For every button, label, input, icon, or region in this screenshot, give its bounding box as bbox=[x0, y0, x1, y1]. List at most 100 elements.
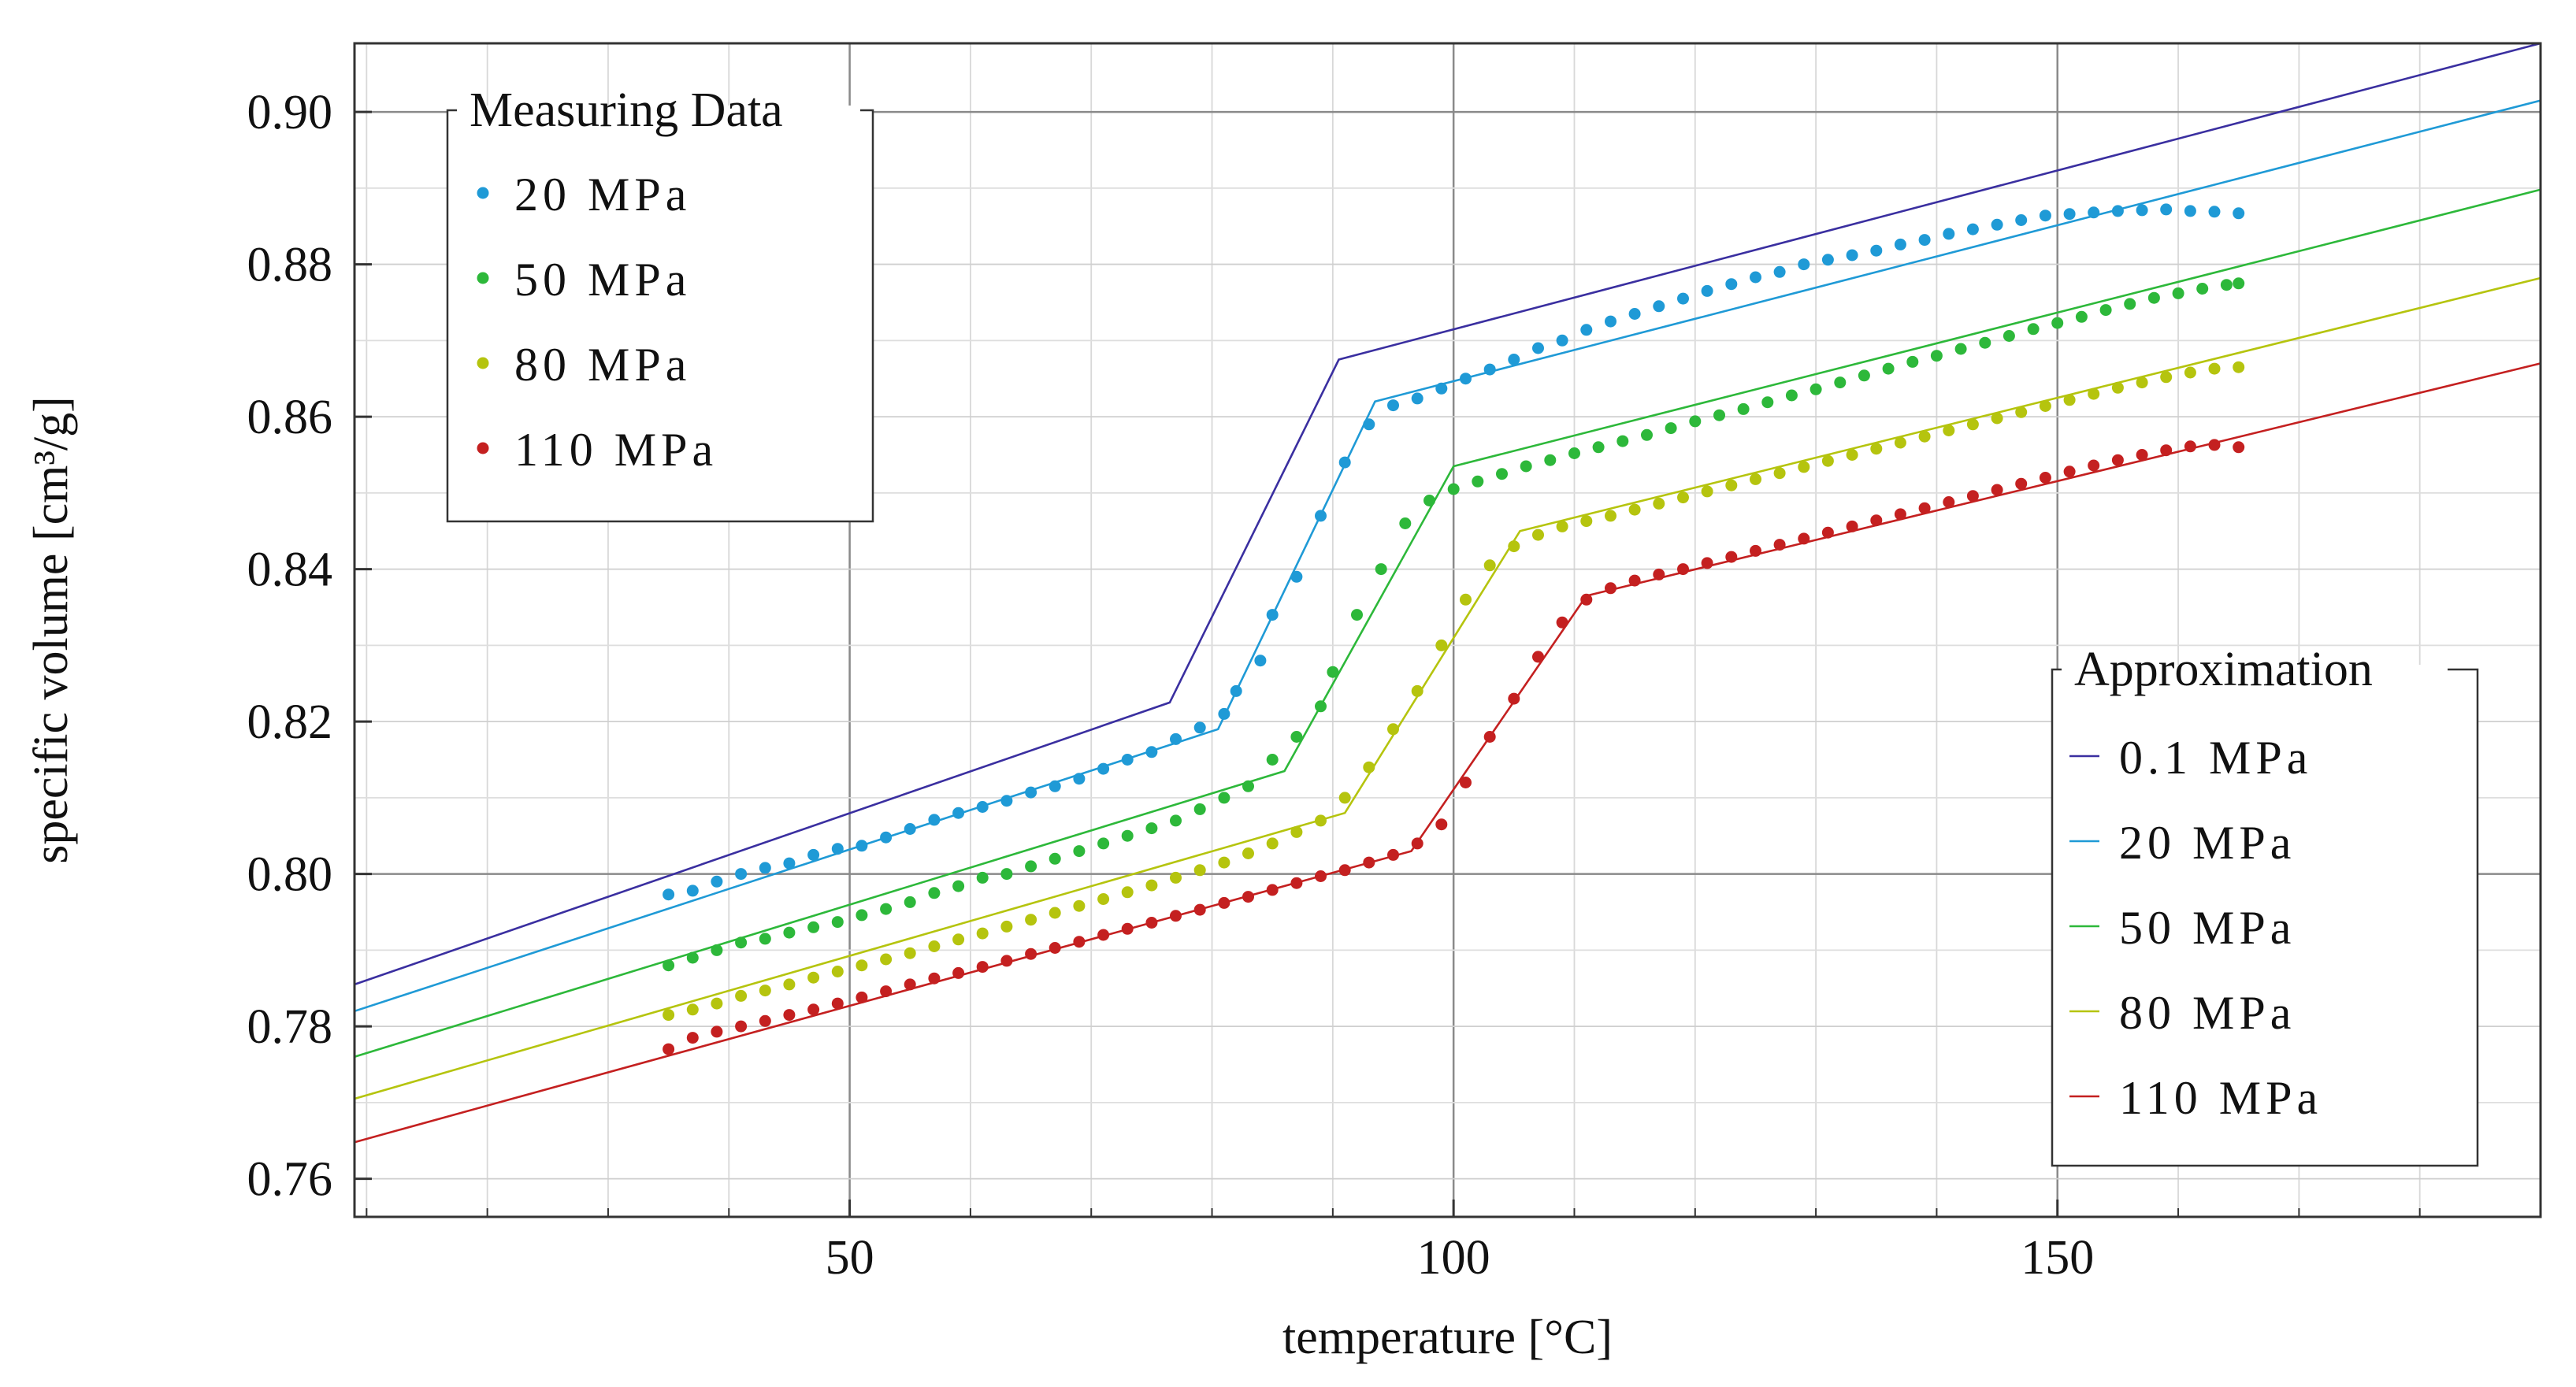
data-point bbox=[2160, 203, 2173, 216]
data-point bbox=[1338, 792, 1351, 804]
data-point bbox=[1943, 496, 1955, 508]
data-point bbox=[1641, 428, 1653, 441]
data-point bbox=[1193, 903, 1206, 916]
legend-approximation-title: Approximation bbox=[2074, 643, 2373, 696]
x-tick-label: 50 bbox=[826, 1231, 874, 1285]
data-point bbox=[1000, 868, 1013, 881]
data-point bbox=[1556, 334, 1568, 347]
data-point bbox=[1979, 336, 1991, 349]
data-point bbox=[1966, 223, 1979, 235]
data-point bbox=[1483, 363, 1496, 376]
data-point bbox=[1773, 265, 1786, 278]
data-point bbox=[783, 857, 796, 870]
data-point bbox=[1677, 491, 1689, 504]
data-point bbox=[1411, 837, 1423, 850]
data-point bbox=[735, 1020, 748, 1033]
data-point bbox=[1254, 655, 1267, 667]
data-point bbox=[1725, 551, 1738, 563]
legend-approximation-box bbox=[2051, 668, 2479, 1167]
y-tick-label: 0.76 bbox=[247, 1153, 333, 1207]
data-point bbox=[759, 862, 771, 874]
data-point bbox=[1713, 409, 1725, 421]
axis-ticks: 50 100 150 0.76 0.78 0.80 0.82 0.84 0.86 0.88 0.90 bbox=[247, 86, 2541, 1285]
data-point bbox=[2015, 406, 2028, 418]
data-point bbox=[928, 972, 941, 985]
data-point bbox=[1605, 582, 1616, 595]
data-point bbox=[1966, 418, 1979, 431]
data-point bbox=[1460, 777, 1472, 788]
legend-approximation-label: 110 MPa bbox=[2119, 1072, 2322, 1124]
data-point bbox=[1677, 292, 1689, 305]
data-point bbox=[1387, 848, 1399, 861]
data-point bbox=[1496, 468, 1508, 480]
data-point bbox=[1532, 651, 1544, 663]
data-point bbox=[2039, 400, 2051, 412]
legend-measuring-label: 20 MPa bbox=[514, 169, 691, 221]
y-axis-label: specific volume [cm³/g] bbox=[24, 396, 78, 864]
data-point bbox=[880, 953, 893, 966]
data-point bbox=[1653, 568, 1665, 580]
data-point bbox=[1097, 929, 1110, 941]
y-tick-label: 0.90 bbox=[247, 86, 333, 139]
data-point bbox=[807, 848, 820, 861]
data-point bbox=[1290, 877, 1303, 889]
legend-approximation-label: 20 MPa bbox=[2119, 817, 2296, 869]
data-point bbox=[904, 947, 916, 959]
data-point bbox=[1580, 593, 1593, 606]
data-point bbox=[1363, 856, 1375, 869]
data-point bbox=[1411, 392, 1423, 405]
data-point bbox=[1387, 723, 1399, 736]
data-point bbox=[1930, 350, 1943, 362]
measured-points bbox=[663, 203, 2245, 1055]
data-point bbox=[1266, 609, 1279, 621]
data-point bbox=[1580, 515, 1593, 528]
data-point bbox=[1145, 822, 1158, 835]
y-tick-label: 0.86 bbox=[247, 391, 333, 444]
data-point bbox=[783, 926, 796, 939]
data-point bbox=[1351, 609, 1363, 621]
data-point bbox=[1773, 467, 1786, 480]
data-point bbox=[711, 1025, 723, 1038]
data-point bbox=[1773, 539, 1786, 551]
data-point bbox=[1218, 792, 1230, 804]
data-point bbox=[831, 966, 844, 977]
data-point bbox=[1906, 355, 1919, 368]
data-point bbox=[1338, 456, 1351, 469]
data-point bbox=[856, 909, 868, 922]
data-point bbox=[807, 921, 820, 933]
data-point bbox=[1821, 454, 1834, 467]
approximation-line bbox=[354, 42, 2541, 986]
data-point bbox=[1628, 574, 1641, 587]
data-point bbox=[1882, 362, 1895, 375]
data-point bbox=[1580, 324, 1593, 336]
data-point bbox=[1218, 707, 1230, 720]
data-point bbox=[1761, 396, 1774, 409]
approximation-line bbox=[354, 99, 2541, 1013]
data-point bbox=[1049, 907, 1061, 919]
data-point bbox=[1750, 473, 1761, 485]
data-point bbox=[2233, 207, 2245, 220]
legend-measuring-title: Measuring Data bbox=[470, 83, 783, 137]
data-point bbox=[1991, 218, 2003, 231]
measured-series bbox=[663, 277, 2245, 972]
data-point bbox=[686, 951, 699, 964]
data-point bbox=[1121, 886, 1134, 899]
legend-approximation-label: 50 MPa bbox=[2119, 902, 2296, 954]
data-point bbox=[2063, 394, 2076, 406]
data-point bbox=[1918, 502, 1931, 514]
data-point bbox=[1653, 497, 1665, 510]
data-point bbox=[1266, 837, 1279, 850]
data-point bbox=[1435, 382, 1448, 395]
x-tick-label: 150 bbox=[2021, 1231, 2094, 1285]
data-point bbox=[1242, 891, 1254, 903]
data-point bbox=[1677, 563, 1689, 576]
data-point bbox=[1315, 510, 1327, 522]
data-point bbox=[1894, 508, 1906, 521]
data-point bbox=[904, 978, 916, 991]
data-point bbox=[1049, 942, 1061, 954]
data-point bbox=[1568, 447, 1580, 459]
data-point bbox=[1616, 435, 1629, 447]
data-point bbox=[952, 966, 965, 979]
data-point bbox=[1266, 754, 1279, 766]
